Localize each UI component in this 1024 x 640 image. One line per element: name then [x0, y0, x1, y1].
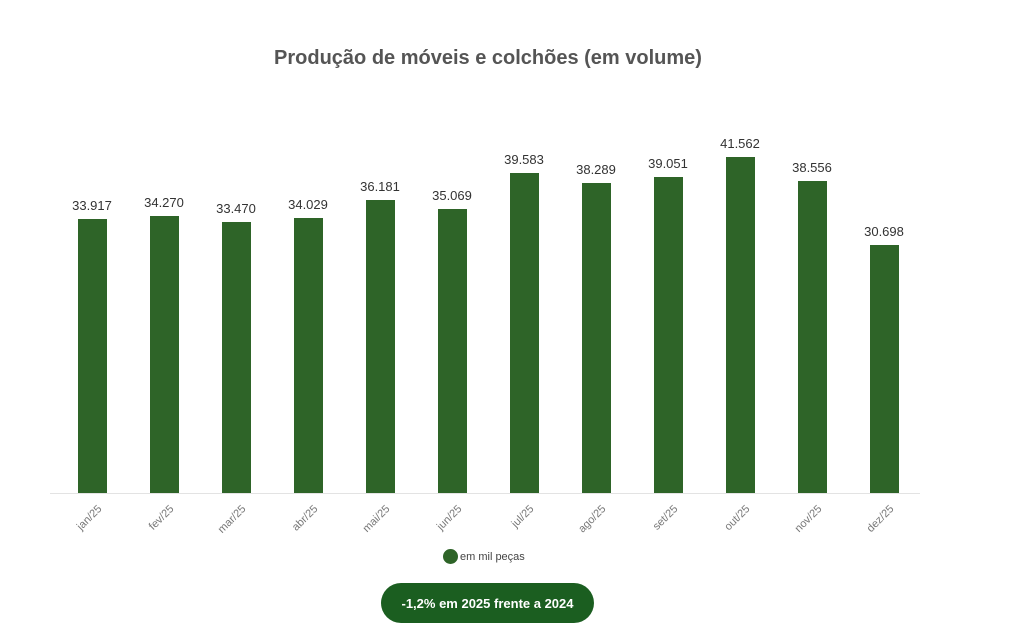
chart-title: Produção de móveis e colchões (em volume… [274, 47, 702, 69]
x-tick-label: dez/25 [864, 503, 897, 535]
bar-value-label: 30.698 [864, 223, 904, 239]
bar-value-label: 39.583 [504, 151, 544, 167]
bar-value-label: 34.029 [288, 196, 328, 212]
x-tick-label: mai/25 [360, 503, 393, 535]
x-tick-label: ago/25 [576, 503, 609, 536]
bar-value-label: 34.270 [144, 194, 184, 210]
bar[interactable] [437, 209, 467, 493]
x-tick-label: mar/25 [215, 503, 249, 536]
bar[interactable] [797, 181, 827, 493]
bar-value-label: 38.556 [792, 160, 832, 176]
bar-value-label: 38.289 [576, 162, 616, 178]
legend-swatch-icon [443, 549, 458, 564]
bar[interactable] [581, 183, 611, 493]
bar-value-label: 39.051 [648, 156, 688, 172]
bar[interactable] [77, 218, 107, 493]
bar[interactable] [509, 172, 539, 493]
bar[interactable] [365, 200, 395, 493]
x-axis-line [50, 493, 920, 494]
bar-value-label: 41.562 [720, 135, 760, 151]
x-tick-label: nov/25 [792, 503, 825, 535]
x-tick-label: fev/25 [146, 503, 177, 533]
bar-value-label: 36.181 [360, 179, 400, 195]
legend-label: em mil peças [460, 550, 525, 563]
x-tick-label: jul/25 [509, 503, 537, 531]
bar[interactable] [869, 244, 899, 493]
bar[interactable] [725, 156, 755, 493]
bar[interactable] [293, 217, 323, 493]
bar[interactable] [221, 222, 251, 493]
x-tick-label: out/25 [722, 503, 753, 534]
x-tick-label: jun/25 [434, 503, 465, 533]
bar[interactable] [149, 215, 179, 493]
bar-value-label: 33.470 [216, 201, 256, 217]
x-tick-label: abr/25 [289, 503, 321, 534]
bar[interactable] [653, 177, 683, 493]
x-tick-label: set/25 [650, 503, 681, 533]
summary-badge: -1,2% em 2025 frente a 2024 [381, 583, 594, 623]
bar-value-label: 33.917 [72, 197, 112, 213]
legend[interactable]: em mil peças [443, 549, 525, 564]
bar-value-label: 35.069 [432, 188, 472, 204]
x-tick-label: jan/25 [74, 503, 105, 533]
